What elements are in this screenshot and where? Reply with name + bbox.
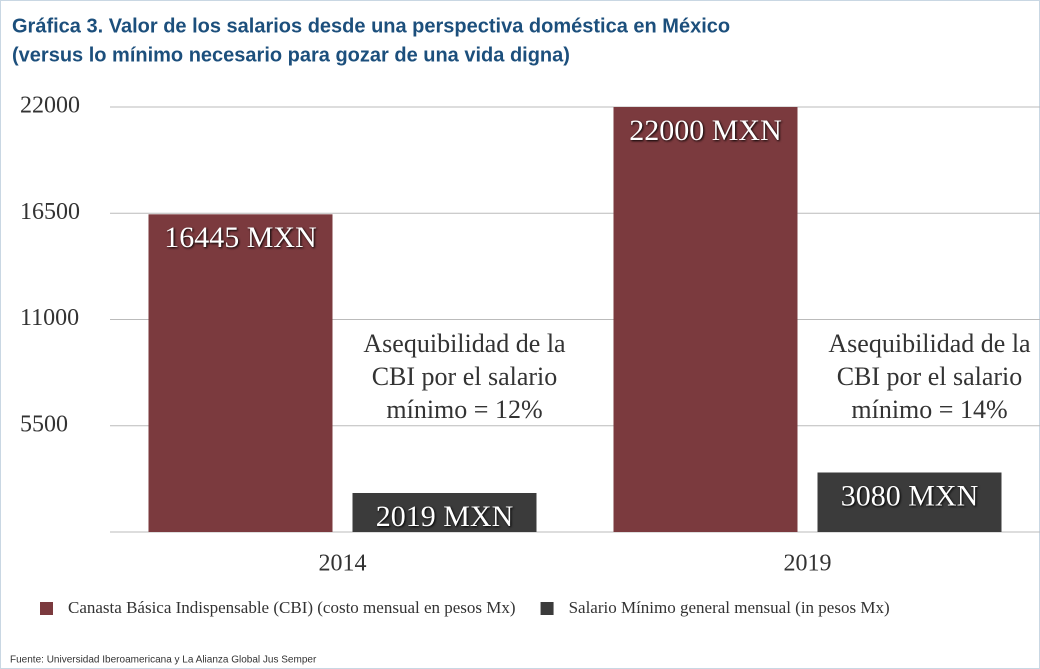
legend-swatch [540, 602, 554, 615]
y-tick-label: 11000 [20, 305, 79, 331]
legend-swatch [40, 602, 53, 615]
x-tick-label: 2019 [784, 551, 832, 577]
y-tick-label: 5500 [20, 411, 68, 437]
annotation: Asequibilidad de la [828, 329, 1031, 358]
chart-subtitle: (versus lo mínimo necesario para gozar d… [12, 44, 570, 66]
annotation: CBI por el salario [372, 362, 558, 391]
bar [352, 492, 537, 532]
annotation: mínimo = 12% [386, 395, 542, 424]
bar [613, 107, 798, 532]
y-tick-label: 22000 [20, 93, 80, 119]
source: Fuente: Universidad Iberoamericana y La … [10, 655, 317, 666]
data-label: 22000 MXN [629, 114, 782, 147]
y-tick-label: 16500 [20, 199, 80, 225]
bar [148, 214, 333, 532]
bar [817, 472, 1002, 532]
chart-title: Gráfica 3. Valor de los salarios desde u… [12, 15, 730, 37]
legend-label: Salario Mínimo general mensual (in pesos… [569, 598, 890, 617]
annotation: mínimo = 14% [851, 395, 1007, 424]
x-tick-label: 2014 [319, 551, 367, 577]
legend-label: Canasta Básica Indispensable (CBI) (cost… [68, 598, 516, 617]
annotation: Asequibilidad de la [363, 329, 566, 358]
data-label: 16445 MXN [164, 221, 317, 254]
annotation: CBI por el salario [837, 362, 1023, 391]
data-label: 2019 MXN [376, 500, 514, 533]
data-label: 3080 MXN [841, 479, 979, 512]
